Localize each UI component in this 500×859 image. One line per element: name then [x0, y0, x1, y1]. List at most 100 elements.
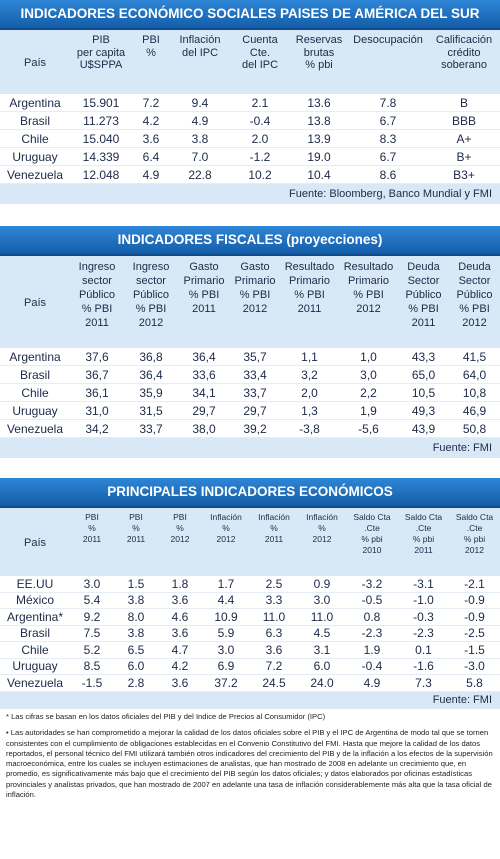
table-panel: INDICADORES FISCALES (proyecciones) País I… [0, 226, 500, 458]
data-row: Argentina 15.901 7.2 9.4 2.1 13.6 7.8 B [0, 94, 500, 112]
table-head: País PBI % 2011 PBI % 2011 PBI % 2012 Inflac… [0, 508, 500, 576]
value-cell: -1.2 [230, 147, 290, 166]
value-cell: 38,0 [178, 419, 230, 438]
value-cell: 33,7 [124, 419, 178, 438]
value-cell: 0.8 [346, 608, 398, 626]
value-cell: 10.4 [290, 165, 348, 184]
value-cell: 43,3 [398, 348, 449, 366]
column-header: PIB per capita U$SPPA [70, 30, 132, 94]
data-row: Chile 15.040 3.6 3.8 2.0 13.9 8.3 A+ [0, 129, 500, 148]
value-cell: 19.0 [290, 147, 348, 166]
value-cell: 35,9 [124, 383, 178, 402]
value-cell: 36,4 [124, 365, 178, 384]
value-cell: 36,8 [124, 348, 178, 366]
value-cell: 33,4 [230, 365, 280, 384]
value-cell: 37,6 [70, 348, 124, 366]
value-cell: 33,6 [178, 365, 230, 384]
value-cell: 5.4 [70, 592, 114, 609]
value-cell: 24.0 [298, 674, 346, 692]
value-cell: 4.9 [170, 111, 230, 130]
header-row: País Ingreso sector Público % PBI 2011 Ing… [0, 256, 500, 348]
value-cell: 7.5 [70, 625, 114, 642]
value-cell: 3.0 [298, 592, 346, 609]
value-cell: 1.5 [114, 576, 158, 593]
value-cell: 36,7 [70, 365, 124, 384]
country-cell: Venezuela [0, 165, 70, 184]
value-cell: 15.040 [70, 129, 132, 148]
country-cell: EE.UU [0, 576, 70, 593]
column-header: País [0, 256, 70, 348]
value-cell: 8.6 [348, 165, 428, 184]
value-cell: -0.9 [449, 592, 500, 609]
value-cell: -0.4 [230, 111, 290, 130]
value-cell: 3.8 [114, 592, 158, 609]
value-cell: 1.8 [158, 576, 202, 593]
value-cell: 5.2 [70, 641, 114, 659]
value-cell: -3.0 [449, 658, 500, 675]
table-body: Argentina 37,6 36,8 36,4 35,7 1,1 1,0 43,3 41,5 B… [0, 348, 500, 438]
value-cell: 3.6 [158, 625, 202, 642]
value-cell: 6.0 [114, 658, 158, 675]
column-header: País [0, 508, 70, 576]
value-cell: 9.2 [70, 608, 114, 626]
value-cell: BBB [428, 111, 500, 130]
value-cell: -0.5 [346, 592, 398, 609]
data-row: Brasil 11.273 4.2 4.9 -0.4 13.8 6.7 BBB [0, 111, 500, 130]
data-row: Uruguay 14.339 6.4 7.0 -1.2 19.0 6.7 B+ [0, 147, 500, 166]
value-cell: 1,3 [280, 401, 339, 420]
column-header: Cuenta Cte. del IPC [230, 30, 290, 94]
value-cell: 3,0 [339, 365, 398, 384]
value-cell: 15.901 [70, 94, 132, 112]
value-cell: 3.1 [298, 641, 346, 659]
table-body: Argentina 15.901 7.2 9.4 2.1 13.6 7.8 B Brasil 11… [0, 94, 500, 184]
value-cell: 6.7 [348, 111, 428, 130]
data-row: Uruguay 8.5 6.0 4.2 6.9 7.2 6.0 -0.4 -1.6 -3.0 [0, 658, 500, 675]
country-cell: Chile [0, 641, 70, 659]
value-cell: 29,7 [230, 401, 280, 420]
value-cell: -0.9 [449, 608, 500, 626]
country-cell: México [0, 592, 70, 609]
data-row: Brasil 36,7 36,4 33,6 33,4 3,2 3,0 65,0 64,0 [0, 365, 500, 384]
value-cell: 7.0 [170, 147, 230, 166]
value-cell: 2.5 [250, 576, 298, 593]
value-cell: -2.5 [449, 625, 500, 642]
value-cell: 3,2 [280, 365, 339, 384]
column-header: PBI % 2011 [114, 508, 158, 576]
value-cell: 3.3 [250, 592, 298, 609]
country-cell: Chile [0, 129, 70, 148]
data-row: Uruguay 31,0 31,5 29,7 29,7 1,3 1,9 49,3 46,9 [0, 401, 500, 420]
value-cell: 4.2 [158, 658, 202, 675]
column-header: Inflación % 2011 [250, 508, 298, 576]
value-cell: -1.0 [398, 592, 449, 609]
country-cell: Uruguay [0, 401, 70, 420]
value-cell: 14.339 [70, 147, 132, 166]
value-cell: -2.3 [398, 625, 449, 642]
data-table: País PBI % 2011 PBI % 2011 PBI % 2012 Inflac… [0, 508, 500, 692]
country-cell: Argentina [0, 94, 70, 112]
column-header: Calificación crédito soberano [428, 30, 500, 94]
column-header: País [0, 30, 70, 94]
header-row: País PIB per capita U$SPPA PBI % Inflación … [0, 30, 500, 94]
column-header: PBI % [132, 30, 170, 94]
value-cell: 4.7 [158, 641, 202, 659]
value-cell: 11.0 [250, 608, 298, 626]
country-cell: Brasil [0, 625, 70, 642]
value-cell: 2.1 [230, 94, 290, 112]
value-cell: 3.0 [202, 641, 250, 659]
value-cell: 49,3 [398, 401, 449, 420]
value-cell: 6.4 [132, 147, 170, 166]
value-cell: 3.6 [158, 674, 202, 692]
value-cell: 4.5 [298, 625, 346, 642]
value-cell: 50,8 [449, 419, 500, 438]
source-note: Fuente: FMI [0, 691, 500, 709]
value-cell: 1.7 [202, 576, 250, 593]
value-cell: 2.8 [114, 674, 158, 692]
value-cell: 33,7 [230, 383, 280, 402]
value-cell: 10,5 [398, 383, 449, 402]
column-header: Reservas brutas % pbi [290, 30, 348, 94]
value-cell: 46,9 [449, 401, 500, 420]
value-cell: 31,0 [70, 401, 124, 420]
value-cell: 6.0 [298, 658, 346, 675]
value-cell: -5,6 [339, 419, 398, 438]
